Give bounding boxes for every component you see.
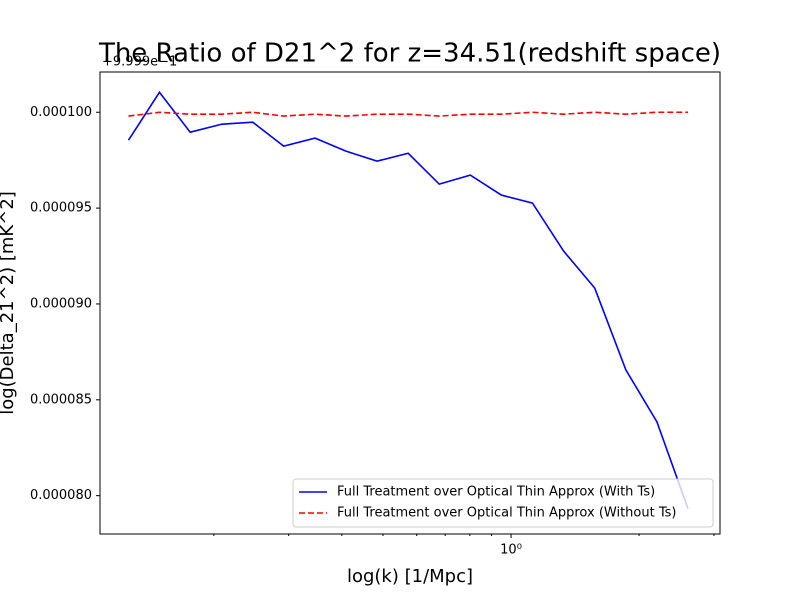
offset-text: +9.999e−1: [102, 55, 177, 70]
legend-label: Full Treatment over Optical Thin Approx …: [337, 506, 676, 521]
y-tick-label: 0.000085: [30, 392, 92, 407]
series-line: [127, 90, 689, 509]
chart-title: The Ratio of D21^2 for z=34.51(redshift …: [98, 39, 721, 69]
plot-frame: [99, 71, 721, 535]
y-tick-label: 0.000080: [30, 488, 92, 503]
legend-box: [292, 478, 714, 528]
legend-label: Full Treatment over Optical Thin Approx …: [337, 485, 655, 500]
y-axis-label: log(Delta_21^2) [mK^2]: [0, 191, 18, 415]
plot-lines: [127, 90, 689, 509]
x-tick-label: 10⁰: [500, 543, 522, 558]
y-tick-label: 0.000095: [30, 201, 92, 216]
y-tick-label: 0.000090: [30, 296, 92, 311]
series-line: [128, 111, 689, 117]
x-axis-label: log(k) [1/Mpc]: [347, 566, 473, 587]
y-tick-label: 0.000100: [30, 105, 92, 120]
